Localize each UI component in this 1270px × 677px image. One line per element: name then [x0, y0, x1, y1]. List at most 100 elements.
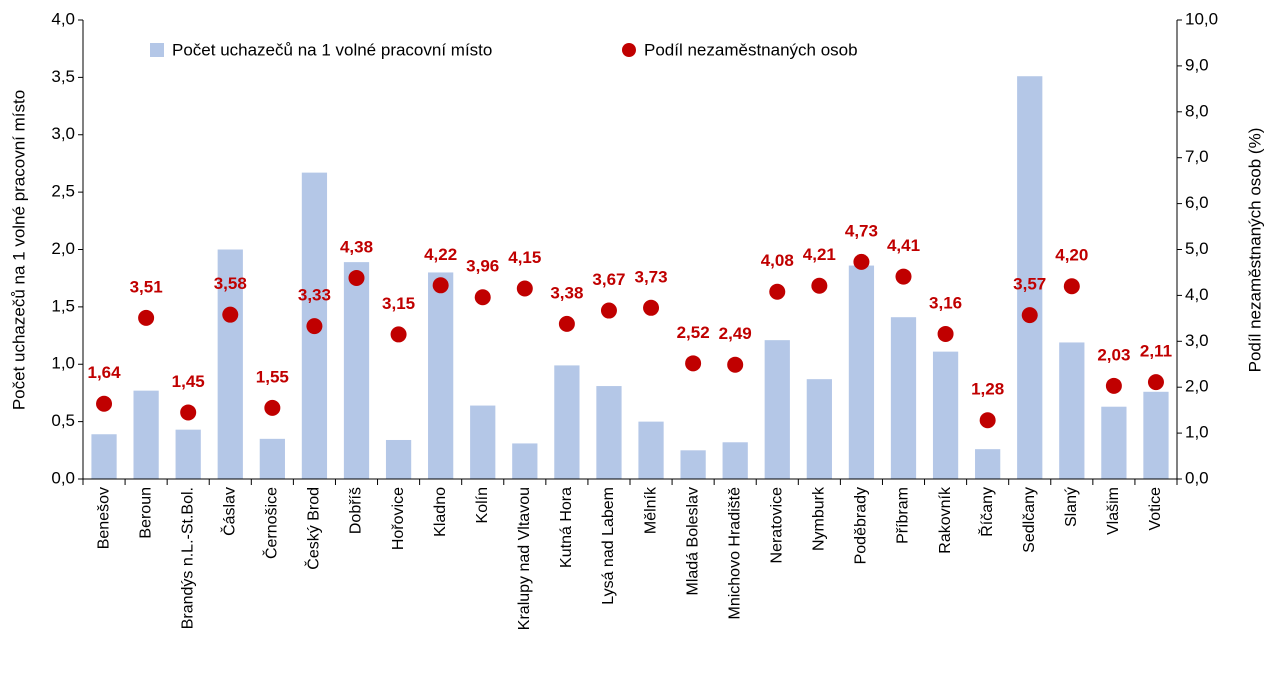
value-label: 4,20 — [1055, 246, 1088, 265]
y2-tick-label: 5,0 — [1185, 239, 1209, 258]
bar — [428, 272, 454, 479]
x-tick-label: Sedlčany — [1021, 487, 1038, 553]
dot — [348, 269, 365, 286]
dot — [306, 318, 323, 335]
dot — [895, 268, 912, 285]
bar — [385, 439, 412, 479]
y-tick-label: 4,0 — [51, 9, 75, 28]
value-label: 3,33 — [298, 286, 331, 305]
value-label: 4,38 — [340, 237, 373, 256]
bar — [554, 365, 580, 479]
x-tick-label: Poděbrady — [853, 487, 870, 564]
y2-tick-label: 8,0 — [1185, 101, 1209, 120]
dot — [180, 404, 197, 421]
bar — [470, 405, 496, 479]
bar — [1017, 76, 1043, 479]
y2-tick-label: 3,0 — [1185, 331, 1209, 350]
bar — [1101, 406, 1127, 479]
value-label: 4,21 — [803, 245, 836, 264]
y-tick-label: 2,0 — [51, 239, 75, 258]
dot — [979, 412, 996, 429]
x-tick-label: Mnichovo Hradiště — [726, 487, 743, 620]
value-label: 2,11 — [1140, 342, 1172, 361]
legend-swatch — [150, 43, 164, 57]
x-tick-label: Lysá nad Labem — [600, 487, 617, 605]
y-tick-label: 1,5 — [51, 296, 75, 315]
dot — [222, 306, 239, 323]
x-tick-label: Mladá Boleslav — [684, 487, 701, 596]
dot — [1063, 278, 1080, 295]
value-label: 2,52 — [677, 323, 710, 342]
dot — [769, 283, 786, 300]
value-label: 4,22 — [424, 245, 457, 264]
y2-tick-label: 2,0 — [1185, 377, 1209, 396]
x-tick-label: Kolín — [474, 487, 491, 523]
x-tick-label: Benešov — [95, 487, 112, 549]
dot — [432, 277, 449, 294]
dot — [600, 302, 617, 319]
bar — [512, 443, 538, 479]
value-label: 1,45 — [172, 372, 205, 391]
value-label: 1,64 — [87, 363, 121, 382]
value-label: 3,38 — [550, 283, 583, 302]
dot — [474, 289, 491, 306]
dot — [853, 253, 870, 270]
bar — [91, 434, 117, 479]
x-tick-label: Český Brod — [304, 487, 323, 570]
bar — [343, 262, 370, 479]
value-label: 3,16 — [929, 293, 962, 312]
bar — [764, 340, 790, 479]
value-label: 3,51 — [130, 277, 163, 296]
value-label: 2,49 — [719, 324, 752, 343]
dot — [138, 309, 155, 326]
y2-tick-label: 0,0 — [1185, 468, 1209, 487]
legend-swatch — [622, 43, 636, 57]
value-label: 4,08 — [761, 251, 794, 270]
x-tick-label: Dobříš — [348, 487, 365, 534]
dot — [1021, 307, 1038, 324]
x-tick-label: Votice — [1147, 487, 1164, 531]
y-tick-label: 0,0 — [51, 468, 75, 487]
x-tick-label: Hořovice — [390, 487, 407, 550]
bar — [133, 390, 159, 479]
x-tick-label: Černošice — [262, 487, 281, 559]
x-tick-label: Kralupy nad Vltavou — [516, 487, 533, 630]
legend-label: Počet uchazečů na 1 volné pracovní místo — [172, 40, 492, 59]
value-label: 3,15 — [382, 294, 415, 313]
value-label: 4,15 — [508, 248, 541, 267]
bar — [722, 442, 748, 479]
y2-tick-label: 4,0 — [1185, 285, 1209, 304]
y2-tick-label: 7,0 — [1185, 147, 1209, 166]
x-tick-label: Neratovice — [768, 487, 785, 564]
x-tick-label: Nymburk — [811, 486, 828, 551]
bar — [1143, 391, 1169, 479]
bar — [848, 265, 875, 479]
bar — [175, 429, 201, 479]
dot — [516, 280, 533, 297]
x-tick-label: Slaný — [1063, 487, 1080, 527]
value-label: 3,96 — [466, 257, 499, 276]
x-tick-label: Mělník — [642, 486, 659, 534]
dot — [727, 356, 744, 373]
bar — [1059, 342, 1085, 479]
x-tick-label: Rakovník — [937, 486, 954, 554]
bar — [932, 351, 959, 479]
value-label: 3,67 — [592, 270, 625, 289]
dot — [264, 399, 281, 416]
x-tick-label: Kutná Hora — [558, 487, 575, 568]
dot — [558, 315, 575, 332]
value-label: 1,55 — [256, 367, 289, 386]
x-tick-label: Čáslav — [219, 487, 238, 536]
value-label: 3,73 — [634, 267, 667, 286]
bar — [680, 450, 706, 479]
value-label: 4,41 — [887, 236, 920, 255]
bar — [217, 249, 243, 479]
y2-tick-label: 10,0 — [1185, 9, 1218, 28]
y-axis-title: Počet uchazečů na 1 volné pracovní místo — [9, 90, 28, 410]
x-tick-label: Beroun — [137, 487, 154, 539]
value-label: 2,03 — [1097, 345, 1130, 364]
dot — [811, 277, 828, 294]
bar — [638, 421, 664, 479]
y-tick-label: 2,5 — [51, 182, 75, 201]
